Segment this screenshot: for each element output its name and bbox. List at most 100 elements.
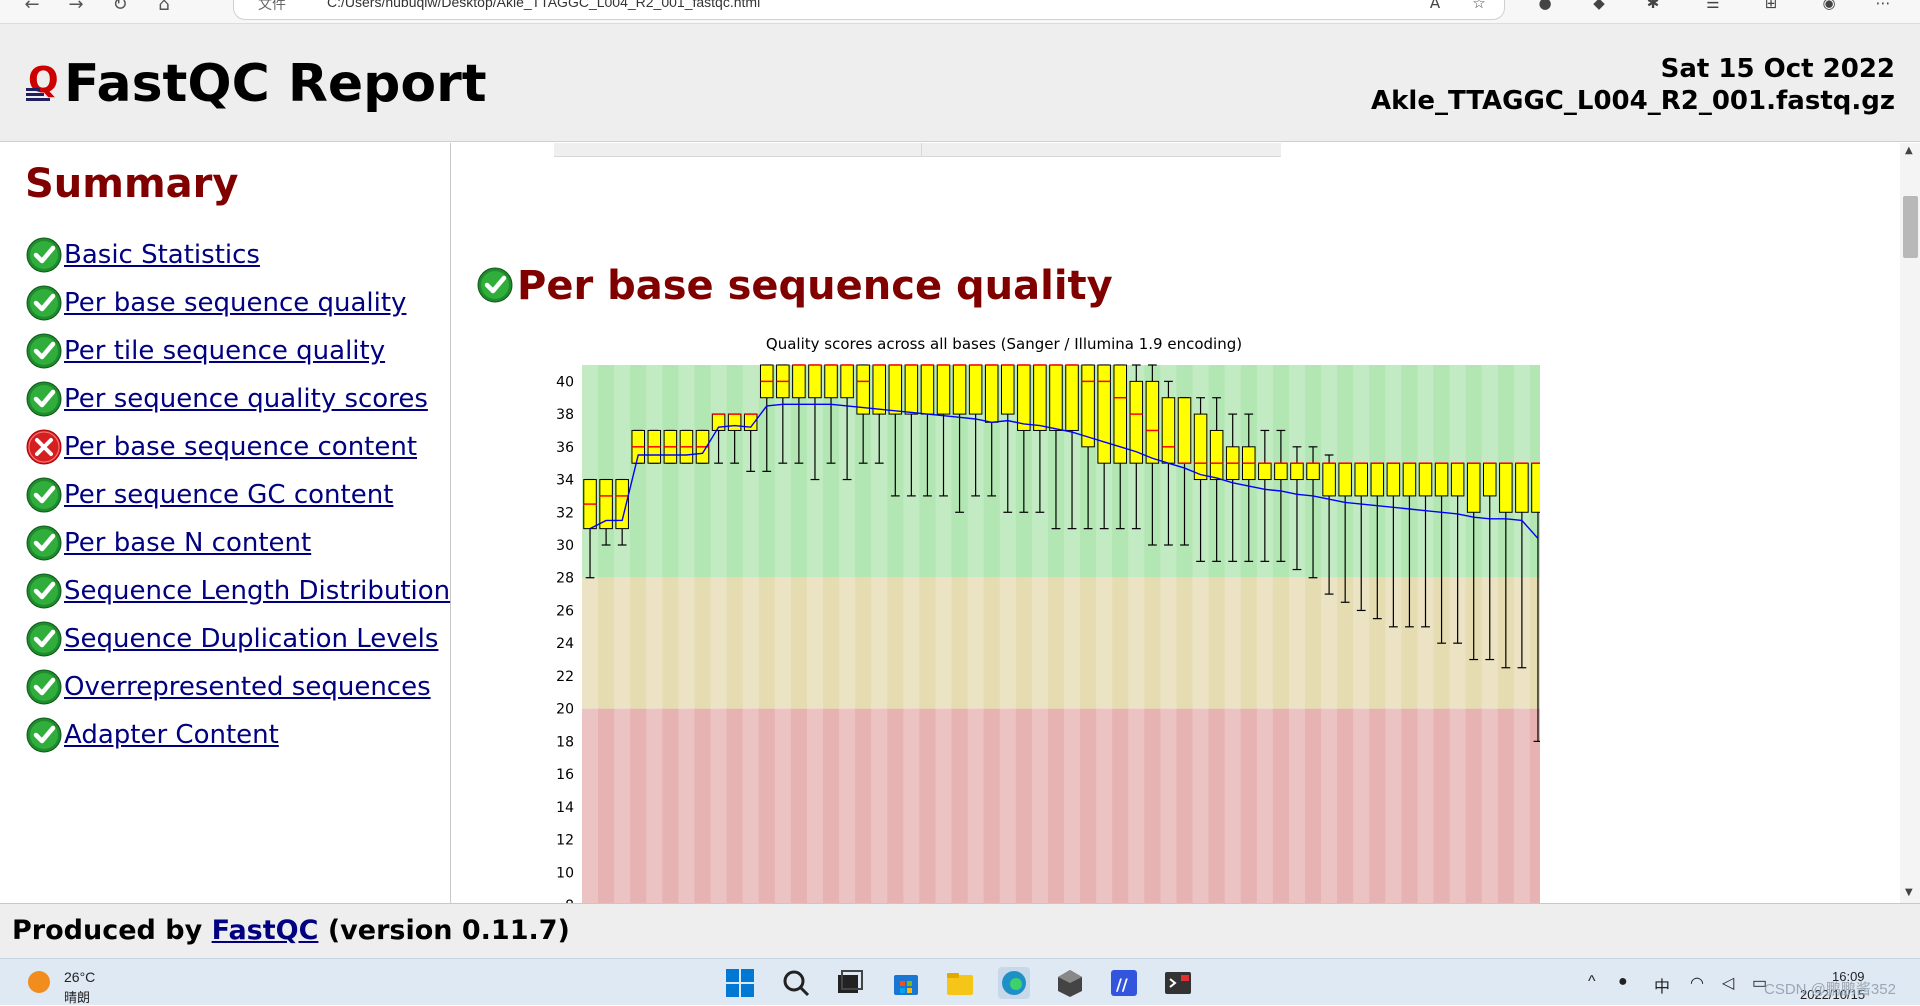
sun-icon[interactable] (28, 971, 50, 993)
favorites-icon[interactable]: ☰ (1706, 0, 1720, 12)
profile-icon[interactable]: ◉ (1822, 0, 1836, 12)
home-icon[interactable]: ⌂ (158, 0, 170, 15)
column-stripe (1288, 365, 1305, 903)
summary-item[interactable]: Sequence Duplication Levels (25, 619, 438, 659)
summary-item[interactable]: Per base sequence content (25, 427, 417, 467)
summary-link[interactable]: Per base sequence content (64, 432, 418, 462)
collections-icon[interactable]: ⊞ (1764, 0, 1778, 12)
address-prefix: 文件 (258, 0, 286, 12)
weather-temperature[interactable]: 26°C (64, 969, 96, 985)
summary-link[interactable]: Overrepresented sequences (64, 672, 431, 702)
page-scrollbar[interactable] (1900, 143, 1920, 903)
more-menu-icon[interactable]: ⋯ (1875, 0, 1891, 12)
clock-date[interactable]: 2022/10/15 (1800, 987, 1866, 1002)
quality-box (856, 364, 870, 415)
weather-description[interactable]: 晴朗 (64, 990, 91, 1005)
store-icon[interactable] (890, 967, 922, 999)
quality-box (984, 364, 999, 423)
chevron-up-icon[interactable]: ^ (1588, 973, 1596, 990)
qq-tray-icon[interactable]: ● (1618, 973, 1628, 990)
quality-box (1209, 429, 1224, 481)
refresh-icon[interactable]: ↻ (112, 0, 128, 15)
report-title: FastQC Report (64, 54, 487, 114)
column-stripe (839, 365, 856, 903)
svg-text://: // (1116, 975, 1128, 994)
read-aloud-icon[interactable]: A (1429, 0, 1441, 12)
summary-link[interactable]: Per sequence GC content (64, 480, 394, 510)
forward-icon[interactable]: → (68, 0, 84, 15)
back-icon[interactable]: ← (24, 0, 40, 15)
summary-link[interactable]: Sequence Duplication Levels (64, 624, 439, 654)
pass-icon (26, 717, 62, 753)
summary-item[interactable]: Per tile sequence quality (25, 331, 385, 371)
summary-link[interactable]: Per tile sequence quality (64, 336, 386, 366)
task-view-icon[interactable] (834, 967, 866, 999)
summary-item[interactable]: Per sequence GC content (25, 475, 393, 515)
summary-link[interactable]: Per base sequence quality (64, 288, 407, 318)
input-method[interactable]: 中 (1654, 979, 1671, 996)
quality-box (1466, 462, 1481, 513)
volume-icon[interactable]: ◁ (1722, 975, 1735, 992)
quality-box (1290, 462, 1304, 481)
pass-icon (26, 621, 62, 657)
fastqc-logo-icon: Q (26, 62, 59, 101)
column-stripe (646, 365, 663, 903)
fastqc-link[interactable]: FastQC (211, 915, 319, 946)
summary-item[interactable]: Per base sequence quality (25, 283, 406, 323)
y-tick-label: 18 (556, 734, 574, 750)
column-stripe (1417, 365, 1434, 903)
y-tick-label: 12 (556, 833, 574, 849)
column-stripe (871, 365, 888, 903)
wifi-icon[interactable]: ◠ (1690, 975, 1704, 992)
quality-box (1097, 364, 1111, 464)
pass-icon (477, 267, 513, 303)
summary-link[interactable]: Sequence Length Distribution (64, 576, 451, 606)
quality-box (1499, 462, 1513, 513)
summary-link[interactable]: Adapter Content (64, 720, 279, 750)
extensions-icon[interactable]: ✱ (1646, 0, 1660, 12)
app-cube-icon[interactable] (1054, 967, 1086, 999)
pass-icon (26, 333, 62, 369)
edge-browser-icon[interactable] (998, 967, 1030, 999)
summary-item[interactable]: Sequence Length Distribution (25, 571, 450, 611)
summary-link[interactable]: Per sequence quality scores (64, 384, 428, 414)
pass-icon (26, 525, 62, 561)
y-tick-label: 34 (556, 473, 574, 489)
terminal-app-icon[interactable] (1162, 967, 1194, 999)
y-tick-label: 10 (556, 865, 574, 881)
column-stripe (1224, 365, 1241, 903)
quality-box (615, 479, 629, 530)
battery-icon[interactable]: ▭ (1752, 975, 1768, 992)
column-stripe (614, 365, 631, 903)
scroll-up-icon[interactable]: ▲ (1905, 145, 1913, 156)
y-tick-label: 28 (556, 571, 574, 587)
summary-item[interactable]: Basic Statistics (25, 235, 260, 275)
favorite-icon[interactable]: ☆ (1472, 0, 1486, 12)
summary-item[interactable]: Adapter Content (25, 715, 279, 755)
quality-box (872, 364, 886, 415)
column-stripe (935, 365, 952, 903)
browser-essentials-icon[interactable]: ◆ (1593, 0, 1605, 12)
summary-item[interactable]: Overrepresented sequences (25, 667, 431, 707)
search-icon[interactable] (780, 967, 812, 999)
editor-app-icon[interactable]: // (1108, 967, 1140, 999)
y-tick-label: 38 (556, 407, 574, 423)
summary-link[interactable]: Per base N content (64, 528, 312, 558)
quality-box (1322, 462, 1336, 497)
extension-icon[interactable]: ● (1538, 0, 1552, 12)
clock-time[interactable]: 16:09 (1832, 969, 1865, 984)
windows-start-icon[interactable] (724, 967, 756, 999)
column-stripe (1128, 365, 1145, 903)
report-filename: Akle_TTAGGC_L004_R2_001.fastq.gz (1371, 86, 1895, 116)
quality-box (1033, 364, 1047, 431)
summary-item[interactable]: Per base N content (25, 523, 311, 563)
scrollbar-thumb[interactable] (1903, 196, 1918, 258)
quality-box (1017, 364, 1031, 431)
summary-link[interactable]: Basic Statistics (64, 240, 260, 270)
address-bar[interactable]: 文件 C:/Users/nubuqiw/Desktop/Akle_TTAGGC_… (233, 0, 1505, 20)
scroll-down-icon[interactable]: ▼ (1905, 887, 1913, 898)
summary-item[interactable]: Per sequence quality scores (25, 379, 428, 419)
column-stripe (1064, 365, 1081, 903)
file-explorer-icon[interactable] (944, 967, 976, 999)
address-url[interactable]: C:/Users/nubuqiw/Desktop/Akle_TTAGGC_L00… (327, 0, 761, 10)
